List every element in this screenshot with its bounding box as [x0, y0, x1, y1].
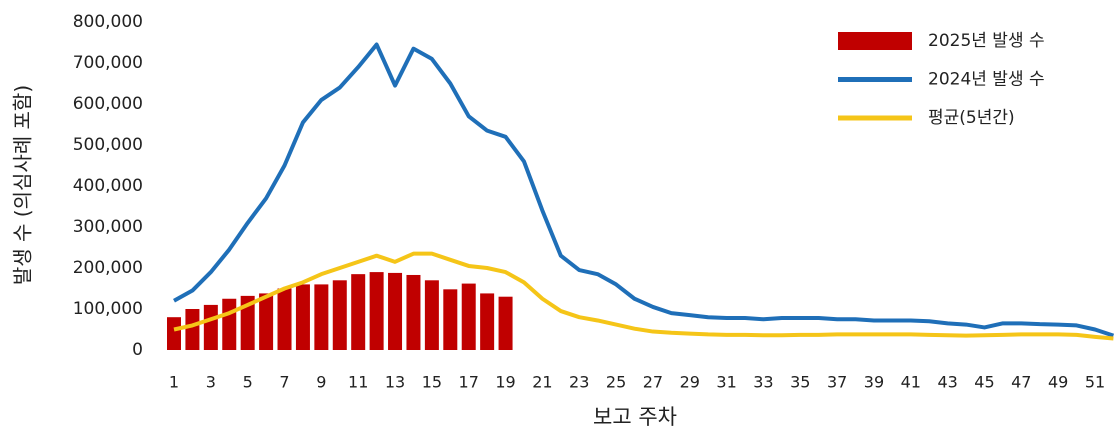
bar [351, 274, 366, 350]
bar [222, 298, 237, 350]
x-tick-label: 5 [243, 373, 253, 392]
x-tick-label: 9 [316, 373, 326, 392]
x-tick-label: 43 [937, 373, 957, 392]
x-tick-label: 15 [422, 373, 442, 392]
x-tick-label: 21 [532, 373, 552, 392]
bar [388, 272, 403, 350]
y-tick-label: 300,000 [73, 217, 143, 237]
bar [461, 283, 476, 350]
x-tick-label: 17 [459, 373, 479, 392]
x-tick-label: 13 [385, 373, 405, 392]
y-tick-label: 600,000 [73, 94, 143, 114]
legend-label: 2024년 발생 수 [928, 70, 1045, 90]
y-tick-label: 200,000 [73, 258, 143, 278]
bar [203, 304, 218, 350]
line [173, 42, 1115, 338]
bar [443, 289, 458, 350]
x-tick-label: 11 [348, 373, 368, 392]
bar [295, 284, 310, 350]
bar [369, 272, 384, 350]
y-tick-label: 100,000 [73, 299, 143, 319]
bar [314, 284, 329, 350]
y-tick-label: 400,000 [73, 176, 143, 196]
legend-label: 평균(5년간) [928, 108, 1015, 128]
x-tick-label: 51 [1085, 373, 1105, 392]
bar [277, 288, 292, 350]
x-tick-label: 7 [279, 373, 289, 392]
line [173, 251, 1114, 341]
x-tick-label: 29 [680, 373, 700, 392]
legend-label: 2025년 발생 수 [928, 31, 1045, 51]
x-tick-label: 49 [1048, 373, 1068, 392]
x-tick-label: 27 [643, 373, 663, 392]
y-tick-label: 700,000 [73, 53, 143, 73]
x-tick-label: 3 [206, 373, 216, 392]
legend-swatch [838, 32, 912, 50]
x-axis-title: 보고 주차 [593, 405, 677, 429]
x-tick-label: 19 [495, 373, 515, 392]
y-tick-label: 0 [132, 340, 143, 360]
x-tick-label: 39 [864, 373, 884, 392]
bar [424, 280, 439, 350]
y-tick-label: 500,000 [73, 135, 143, 155]
bar [185, 309, 200, 350]
x-tick-label: 33 [753, 373, 773, 392]
bar [332, 280, 347, 350]
bar [498, 296, 513, 350]
bar [480, 293, 495, 350]
x-tick-label: 1 [169, 373, 179, 392]
y-tick-label: 800,000 [73, 12, 143, 32]
x-tick-label: 25 [606, 373, 626, 392]
bar [240, 295, 255, 350]
x-tick-label: 35 [790, 373, 810, 392]
x-tick-label: 31 [716, 373, 736, 392]
bar [406, 274, 421, 350]
x-tick-label: 45 [974, 373, 994, 392]
bar [259, 293, 274, 350]
x-tick-label: 47 [1011, 373, 1031, 392]
x-tick-label: 23 [569, 373, 589, 392]
bar [167, 317, 181, 350]
x-tick-label: 41 [901, 373, 921, 392]
y-axis-title: 발생 수 (의심사례 포함) [11, 85, 35, 285]
x-tick-label: 37 [827, 373, 847, 392]
